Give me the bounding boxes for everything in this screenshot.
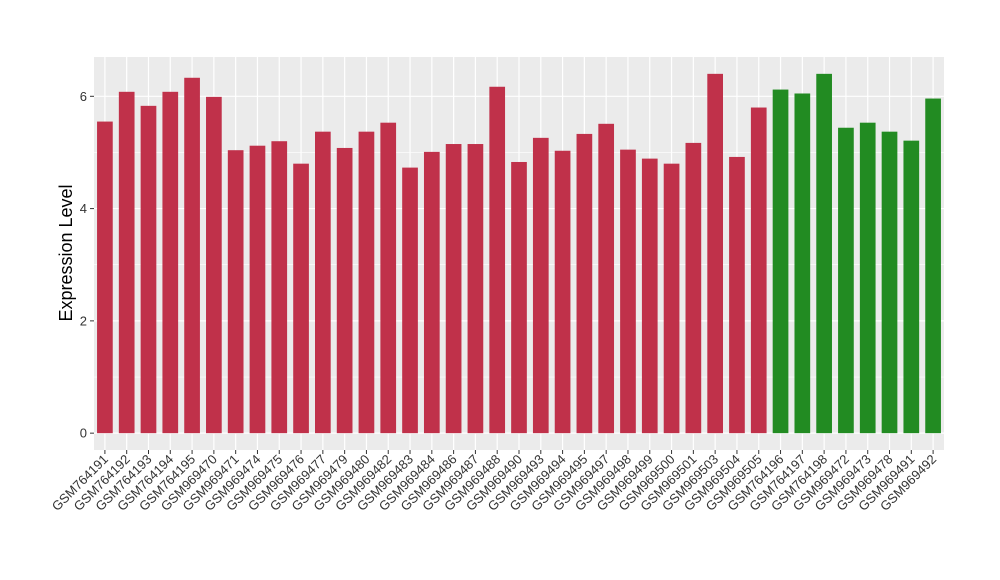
- bar-gsm764195: [184, 77, 200, 434]
- bar-gsm969470: [206, 96, 222, 434]
- bars: [97, 73, 941, 434]
- bar-gsm764197: [794, 93, 811, 434]
- bar-gsm969473: [859, 122, 876, 434]
- bar-gsm969501: [685, 142, 702, 434]
- bar-gsm969488: [489, 86, 506, 434]
- bar-gsm969497: [598, 123, 615, 434]
- bar-gsm764192: [118, 91, 135, 434]
- y-tick-label: 6: [80, 89, 87, 104]
- bar-gsm764198: [816, 73, 832, 434]
- bar-gsm969478: [881, 131, 898, 434]
- y-tick-label: 2: [80, 313, 87, 328]
- bar-gsm969500: [663, 163, 680, 434]
- bar-gsm969474: [249, 145, 266, 434]
- x-axis: GSM764191GSM764192GSM764193GSM764194GSM7…: [49, 450, 939, 514]
- bar-gsm969498: [620, 149, 636, 434]
- bar-gsm969479: [336, 147, 353, 434]
- bar-gsm764193: [140, 105, 157, 434]
- bar-gsm969484: [423, 151, 440, 434]
- bar-gsm969499: [641, 158, 658, 434]
- bar-gsm969494: [554, 150, 571, 434]
- bar-gsm969486: [445, 144, 462, 434]
- bar-gsm764191: [97, 121, 113, 434]
- y-axis-title: Expression Level: [56, 184, 76, 321]
- bar-gsm969495: [576, 133, 593, 434]
- bar-gsm969503: [707, 73, 723, 434]
- bar-gsm969471: [227, 150, 244, 434]
- bar-gsm969505: [750, 107, 767, 434]
- y-tick-label: 0: [80, 426, 87, 441]
- bar-gsm969493: [532, 137, 549, 434]
- bar-gsm969477: [315, 131, 331, 434]
- bar-gsm969483: [402, 167, 418, 434]
- y-axis: 0 2 4 6: [80, 89, 94, 441]
- bar-gsm969504: [729, 156, 745, 434]
- y-tick-label: 4: [80, 201, 87, 216]
- bar-gsm969482: [380, 122, 397, 434]
- bar-gsm969491: [903, 140, 920, 434]
- bar-gsm764196: [772, 89, 789, 434]
- bar-gsm969492: [925, 98, 941, 434]
- bar-gsm969490: [511, 161, 527, 434]
- bar-gsm764194: [162, 91, 179, 434]
- bar-gsm969472: [838, 127, 854, 434]
- bar-gsm969480: [358, 131, 375, 434]
- bar-gsm969475: [271, 141, 288, 434]
- bar-gsm969476: [293, 163, 309, 434]
- bar-gsm969487: [467, 144, 484, 434]
